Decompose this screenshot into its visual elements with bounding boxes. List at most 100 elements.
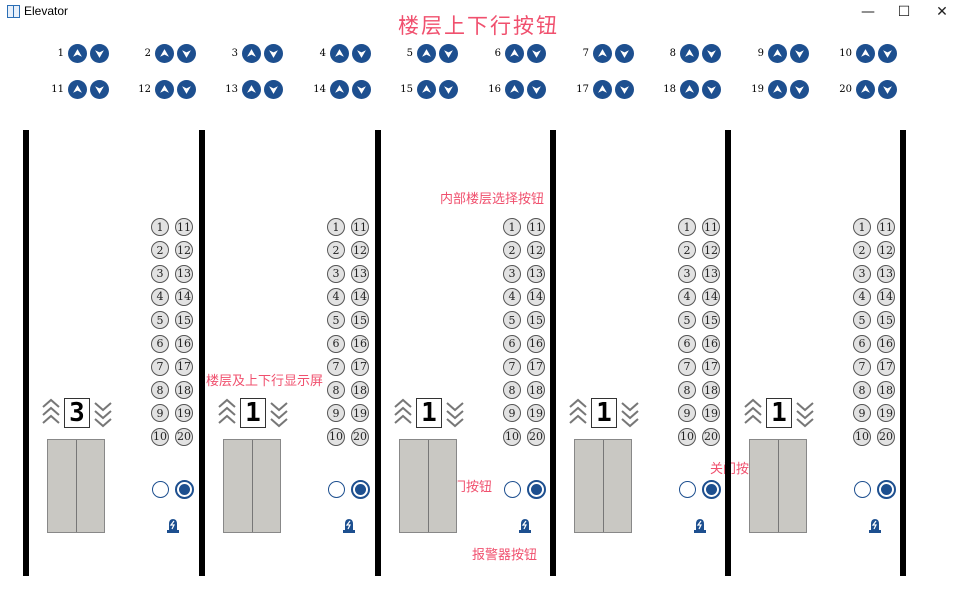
down-call-button[interactable] [177, 79, 196, 99]
inner-floor-button[interactable]: 13 [702, 264, 720, 283]
inner-floor-button[interactable]: 5 [853, 311, 871, 330]
up-call-button[interactable] [330, 43, 349, 63]
up-call-button[interactable] [242, 43, 261, 63]
close-door-button[interactable] [351, 480, 370, 499]
inner-floor-button[interactable]: 9 [327, 404, 345, 423]
up-call-button[interactable] [768, 79, 787, 99]
inner-floor-button[interactable]: 6 [151, 334, 169, 353]
inner-floor-button[interactable]: 10 [503, 427, 521, 446]
inner-floor-button[interactable]: 19 [351, 404, 369, 423]
down-call-button[interactable] [90, 79, 109, 99]
inner-floor-button[interactable]: 13 [877, 264, 895, 283]
up-call-button[interactable] [680, 79, 699, 99]
inner-floor-button[interactable]: 11 [702, 218, 720, 236]
up-call-button[interactable] [593, 43, 612, 63]
minimize-button[interactable]: — [861, 4, 875, 20]
inner-floor-button[interactable]: 20 [877, 427, 895, 446]
close-door-button[interactable] [527, 480, 546, 499]
down-call-button[interactable] [527, 79, 546, 99]
open-door-button[interactable] [152, 481, 169, 498]
inner-floor-button[interactable]: 8 [151, 381, 169, 400]
inner-floor-button[interactable]: 11 [175, 218, 193, 236]
inner-floor-button[interactable]: 4 [678, 287, 696, 306]
inner-floor-button[interactable]: 20 [702, 427, 720, 446]
inner-floor-button[interactable]: 15 [702, 311, 720, 330]
down-call-button[interactable] [790, 79, 809, 99]
up-call-button[interactable] [768, 43, 787, 63]
inner-floor-button[interactable]: 16 [527, 334, 545, 353]
inner-floor-button[interactable]: 10 [151, 427, 169, 446]
down-call-button[interactable] [177, 43, 196, 63]
open-door-button[interactable] [504, 481, 521, 498]
inner-floor-button[interactable]: 2 [678, 241, 696, 260]
down-call-button[interactable] [790, 43, 809, 63]
close-door-button[interactable] [877, 480, 896, 499]
inner-floor-button[interactable]: 2 [151, 241, 169, 260]
inner-floor-button[interactable]: 4 [503, 287, 521, 306]
down-call-button[interactable] [264, 43, 283, 63]
inner-floor-button[interactable]: 12 [351, 241, 369, 260]
down-call-button[interactable] [702, 43, 721, 63]
up-call-button[interactable] [680, 43, 699, 63]
inner-floor-button[interactable]: 19 [527, 404, 545, 423]
up-call-button[interactable] [856, 43, 875, 63]
down-call-button[interactable] [615, 79, 634, 99]
inner-floor-button[interactable]: 1 [503, 218, 521, 236]
inner-floor-button[interactable]: 5 [503, 311, 521, 330]
inner-floor-button[interactable]: 1 [327, 218, 345, 236]
maximize-button[interactable]: ☐ [897, 4, 911, 20]
alarm-button[interactable] [342, 516, 356, 534]
down-call-button[interactable] [264, 79, 283, 99]
inner-floor-button[interactable]: 9 [853, 404, 871, 423]
inner-floor-button[interactable]: 4 [853, 287, 871, 306]
down-call-button[interactable] [527, 43, 546, 63]
inner-floor-button[interactable]: 9 [151, 404, 169, 423]
inner-floor-button[interactable]: 2 [853, 241, 871, 260]
alarm-button[interactable] [166, 516, 180, 534]
inner-floor-button[interactable]: 16 [877, 334, 895, 353]
up-call-button[interactable] [505, 43, 524, 63]
down-call-button[interactable] [352, 79, 371, 99]
down-call-button[interactable] [439, 43, 458, 63]
close-door-button[interactable] [175, 480, 194, 499]
inner-floor-button[interactable]: 12 [702, 241, 720, 260]
inner-floor-button[interactable]: 2 [327, 241, 345, 260]
inner-floor-button[interactable]: 17 [527, 357, 545, 376]
inner-floor-button[interactable]: 15 [351, 311, 369, 330]
inner-floor-button[interactable]: 17 [175, 357, 193, 376]
inner-floor-button[interactable]: 17 [702, 357, 720, 376]
inner-floor-button[interactable]: 10 [327, 427, 345, 446]
inner-floor-button[interactable]: 3 [853, 264, 871, 283]
inner-floor-button[interactable]: 18 [702, 381, 720, 400]
inner-floor-button[interactable]: 18 [175, 381, 193, 400]
inner-floor-button[interactable]: 11 [877, 218, 895, 236]
inner-floor-button[interactable]: 3 [503, 264, 521, 283]
down-call-button[interactable] [352, 43, 371, 63]
inner-floor-button[interactable]: 20 [175, 427, 193, 446]
inner-floor-button[interactable]: 2 [503, 241, 521, 260]
inner-floor-button[interactable]: 6 [503, 334, 521, 353]
open-door-button[interactable] [854, 481, 871, 498]
up-call-button[interactable] [68, 79, 87, 99]
inner-floor-button[interactable]: 9 [678, 404, 696, 423]
inner-floor-button[interactable]: 20 [527, 427, 545, 446]
down-call-button[interactable] [878, 79, 897, 99]
inner-floor-button[interactable]: 10 [853, 427, 871, 446]
open-door-button[interactable] [679, 481, 696, 498]
inner-floor-button[interactable]: 9 [503, 404, 521, 423]
up-call-button[interactable] [68, 43, 87, 63]
inner-floor-button[interactable]: 15 [175, 311, 193, 330]
inner-floor-button[interactable]: 19 [702, 404, 720, 423]
alarm-button[interactable] [518, 516, 532, 534]
inner-floor-button[interactable]: 1 [151, 218, 169, 236]
inner-floor-button[interactable]: 17 [351, 357, 369, 376]
up-call-button[interactable] [155, 79, 174, 99]
inner-floor-button[interactable]: 18 [351, 381, 369, 400]
inner-floor-button[interactable]: 11 [351, 218, 369, 236]
down-call-button[interactable] [90, 43, 109, 63]
inner-floor-button[interactable]: 13 [527, 264, 545, 283]
down-call-button[interactable] [615, 43, 634, 63]
inner-floor-button[interactable]: 8 [503, 381, 521, 400]
inner-floor-button[interactable]: 3 [151, 264, 169, 283]
inner-floor-button[interactable]: 8 [327, 381, 345, 400]
